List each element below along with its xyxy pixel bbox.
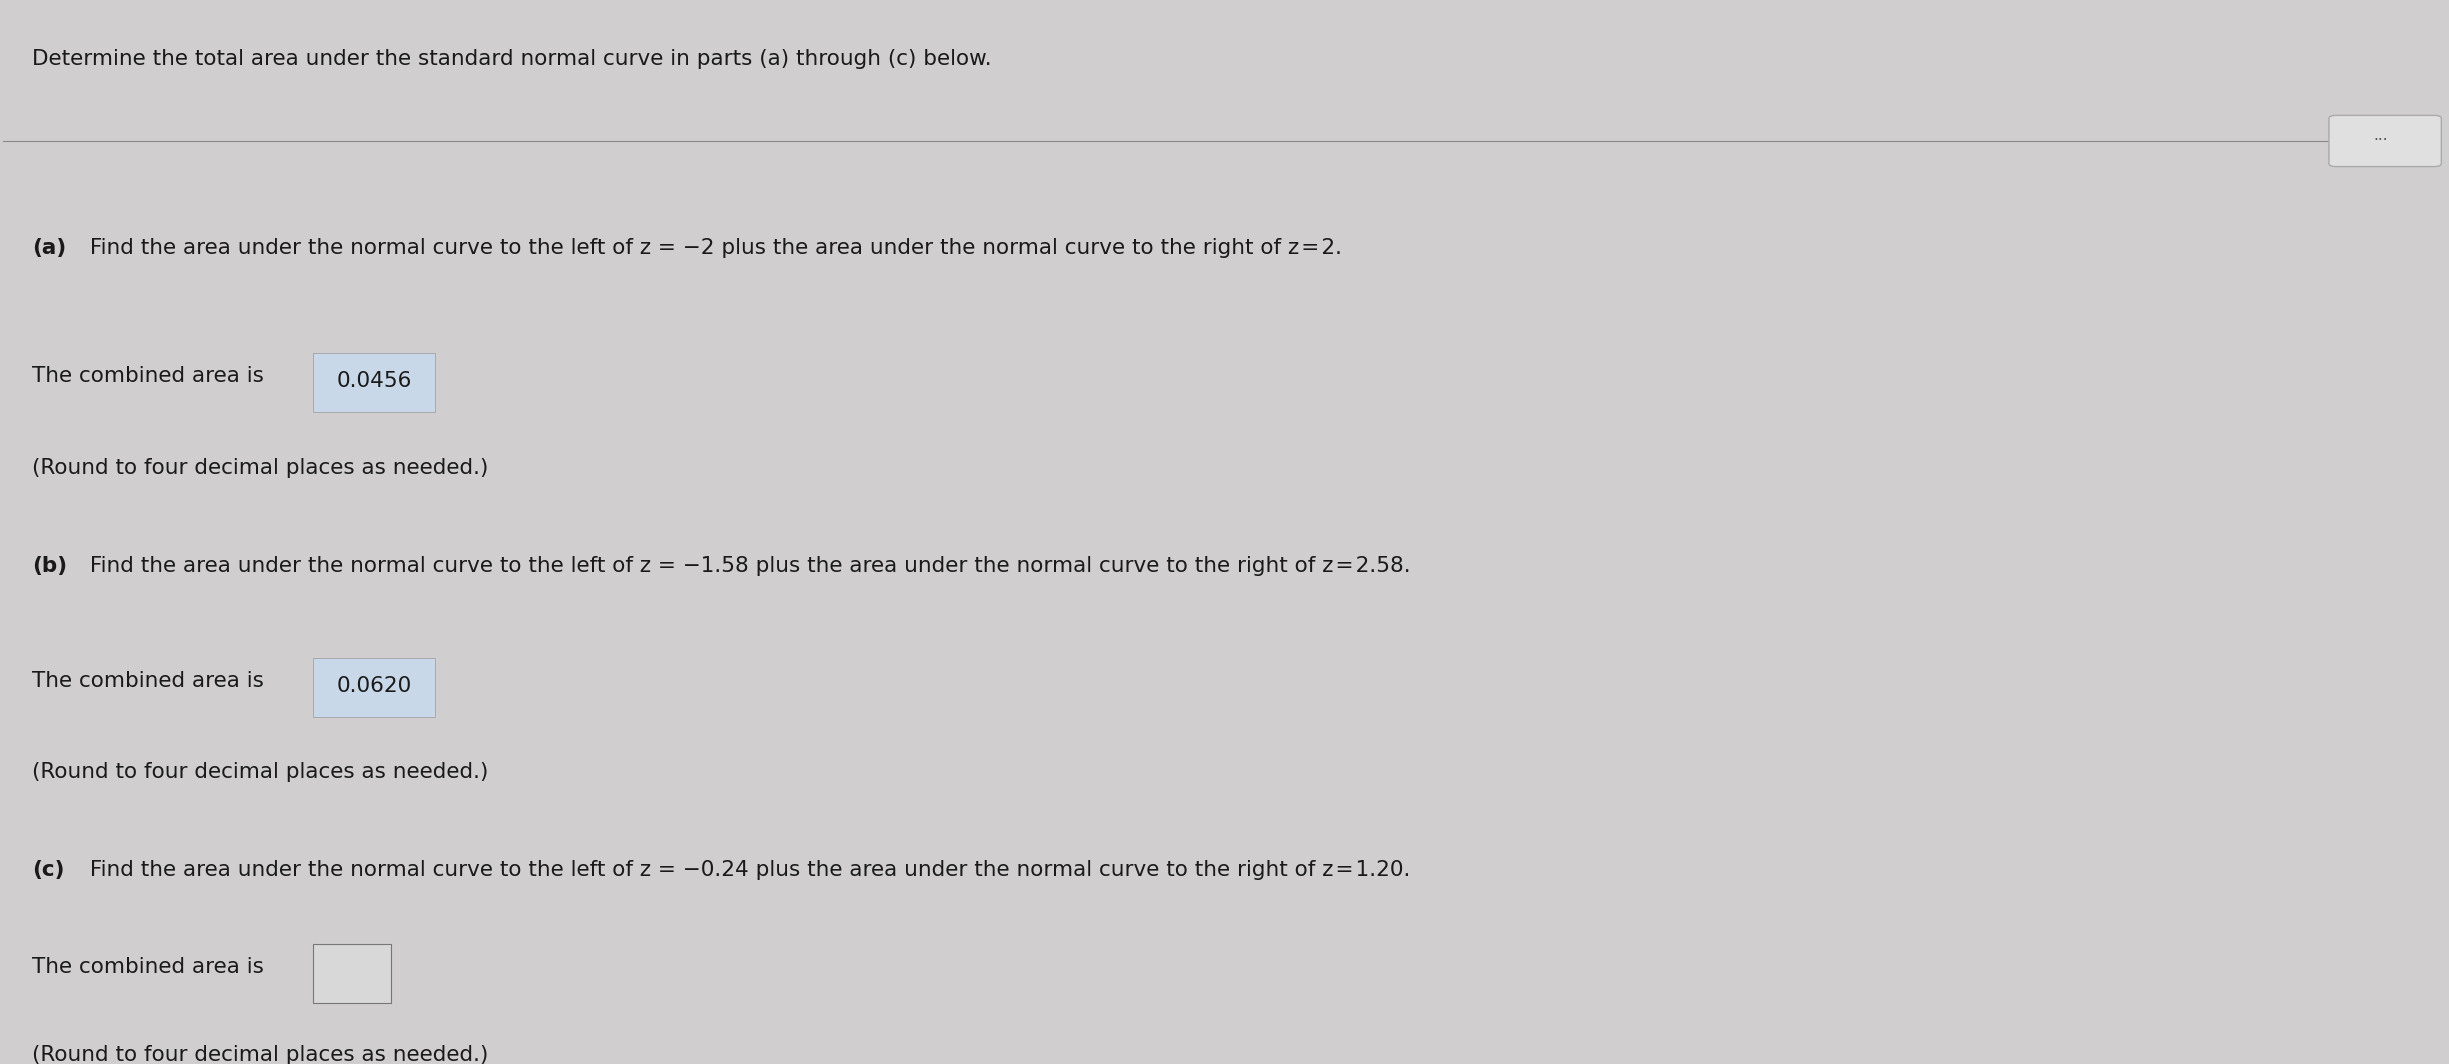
Text: 0.0456: 0.0456 [336, 371, 411, 392]
FancyBboxPatch shape [313, 658, 436, 717]
Text: Determine the total area under the standard normal curve in parts (a) through (c: Determine the total area under the stand… [32, 49, 992, 69]
Text: (Round to four decimal places as needed.): (Round to four decimal places as needed.… [32, 459, 487, 479]
Text: (Round to four decimal places as needed.): (Round to four decimal places as needed.… [32, 763, 487, 782]
FancyBboxPatch shape [313, 353, 436, 412]
Text: (Round to four decimal places as needed.): (Round to four decimal places as needed.… [32, 1045, 487, 1064]
Text: Find the area under the normal curve to the left of z = −1.58 plus the area unde: Find the area under the normal curve to … [83, 555, 1411, 576]
Text: ···: ··· [2373, 133, 2388, 149]
Text: The combined area is: The combined area is [32, 366, 272, 386]
FancyBboxPatch shape [2329, 115, 2442, 167]
Text: Find the area under the normal curve to the left of z = −0.24 plus the area unde: Find the area under the normal curve to … [83, 860, 1411, 880]
Text: (b): (b) [32, 555, 66, 576]
Text: (c): (c) [32, 860, 64, 880]
Text: The combined area is: The combined area is [32, 671, 272, 692]
Text: 0.0620: 0.0620 [336, 677, 411, 696]
FancyBboxPatch shape [313, 944, 392, 1003]
Text: Find the area under the normal curve to the left of z = −2 plus the area under t: Find the area under the normal curve to … [83, 238, 1342, 259]
Text: The combined area is: The combined area is [32, 957, 272, 977]
Text: (a): (a) [32, 238, 66, 259]
